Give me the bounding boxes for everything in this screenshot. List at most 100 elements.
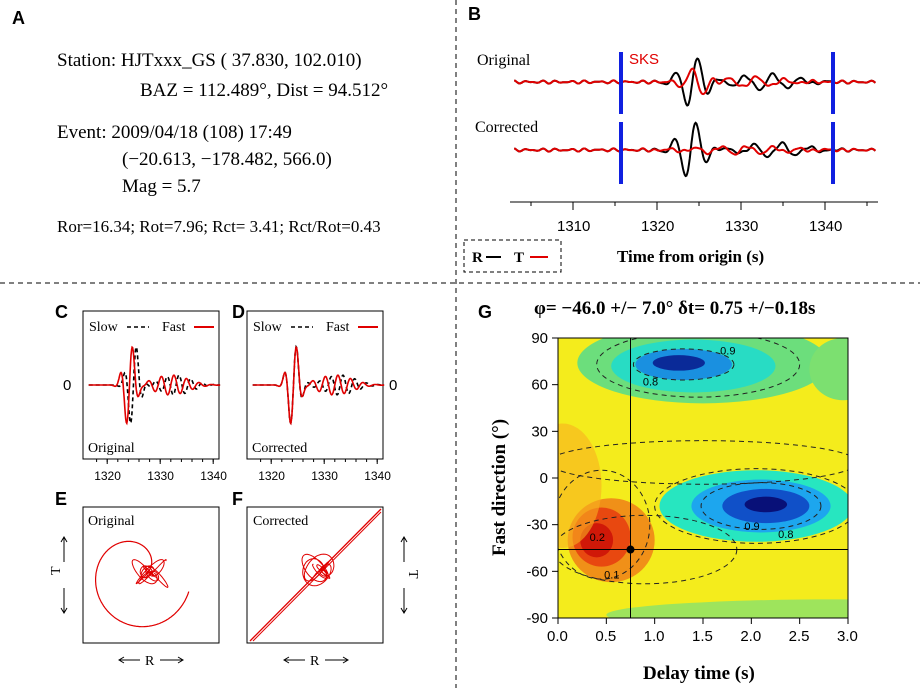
station-text: Station: HJTxxx_GS ( 37.830, 102.010) — [57, 50, 362, 71]
panel-b-tick-label: 1310 — [557, 218, 590, 235]
panel-c-tick-label: 1330 — [147, 469, 174, 483]
panel-d-fast-trace — [252, 345, 385, 426]
trace-label-original: Original — [477, 52, 531, 69]
panel-e-r-label: R — [145, 654, 155, 669]
panel-b-traces — [513, 57, 877, 178]
panel-e-original-label: Original — [88, 514, 135, 529]
x-tick-label: 1.0 — [644, 628, 665, 645]
contour-label: 0.9 — [720, 345, 735, 357]
panel-label-a: A — [12, 8, 25, 28]
panel-c-original-label: Original — [88, 441, 135, 456]
panel-b-tick-label: 1330 — [725, 218, 758, 235]
panel-f-axis-arrows — [283, 536, 408, 664]
navy-core-lower — [744, 496, 788, 513]
panel-d-fast-label: Fast — [326, 320, 349, 335]
panel-c-fast-label: Fast — [162, 320, 185, 335]
panel-c-zero-label: 0 — [63, 377, 71, 394]
panel-d-tick-label: 1330 — [311, 469, 338, 483]
navy-core-upper — [652, 355, 705, 371]
panel-ef-particle-motion — [95, 508, 382, 642]
panel-cd-ticks: 1320 1330 1340 1320 1330 1340 — [94, 459, 391, 483]
panel-d-slow-label: Slow — [253, 320, 283, 335]
event-location-text: (−20.613, −178.482, 566.0) — [122, 149, 332, 170]
event-text: Event: 2009/04/18 (108) 17:49 — [57, 122, 292, 143]
window-start-marker-original — [619, 52, 623, 114]
panel-d-corrected-label: Corrected — [252, 441, 307, 456]
y-tick-label: 30 — [531, 423, 548, 440]
best-fit-point — [626, 545, 635, 554]
panel-e-inner-scribble — [131, 559, 169, 588]
chart-title: φ= −46.0 +/− 7.0° δt= 0.75 +/−0.18s — [534, 298, 815, 319]
legend-r-label: R — [472, 250, 483, 266]
contour-0.8-upper — [596, 338, 801, 398]
panel-d-tick-label: 1340 — [364, 469, 391, 483]
panel-f-inner-scribble — [301, 553, 335, 587]
contour-label: 0.1 — [604, 569, 619, 581]
y-tick-label: 60 — [531, 377, 548, 394]
panel-e-outer-loop — [95, 540, 190, 628]
contour-label: 0.8 — [778, 529, 793, 541]
corrected-transverse-trace — [513, 144, 877, 156]
panel-label-e: E — [55, 489, 67, 509]
panel-c-fast-trace — [88, 345, 221, 426]
heatmap-area — [558, 338, 848, 618]
panel-d-zero-label: 0 — [389, 377, 397, 394]
panel-e-t-label: T — [49, 566, 64, 575]
contour-0.8-lower — [654, 468, 848, 544]
y-tick-label: 90 — [531, 330, 548, 347]
contour-0.9-lower — [700, 482, 822, 530]
magnitude-text: Mag = 5.7 — [122, 176, 201, 197]
sks-phase-label: SKS — [629, 51, 659, 68]
panel-label-d: D — [232, 302, 245, 322]
panel-d-tick-label: 1320 — [258, 469, 285, 483]
window-start-marker-corrected — [619, 122, 623, 184]
panel-label-g: G — [478, 302, 492, 322]
window-end-marker-corrected — [831, 122, 835, 184]
y-tick-label: -30 — [526, 517, 548, 534]
panel-b-xlabel: Time from origin (s) — [617, 247, 764, 266]
panel-b-ticks: 1310 1320 1330 1340 — [530, 202, 868, 235]
contour-0.2 — [558, 469, 651, 580]
x-tick-label: 2.5 — [789, 628, 810, 645]
panel-f-frame — [246, 506, 384, 644]
panel-b-tick-label: 1340 — [809, 218, 842, 235]
heatmap-axes: 0.0 0.5 1.0 1.5 2.0 2.5 3.0 90 60 30 0 -30 -60 -90 — [526, 330, 858, 645]
legend-t-label: T — [514, 250, 524, 266]
panel-e-axis-arrows — [60, 536, 184, 664]
ratio-text: Ror=16.34; Rot=7.96; Rct= 3.41; Rct/Rot=… — [57, 217, 381, 236]
green-band-bottom — [606, 599, 848, 618]
x-tick-label: 0.5 — [595, 628, 616, 645]
panel-label-c: C — [55, 302, 68, 322]
chart-ylabel: Fast direction (°) — [489, 419, 510, 556]
y-tick-label: -60 — [526, 563, 548, 580]
panel-f-t-label: T — [405, 570, 420, 579]
x-tick-label: 2.0 — [740, 628, 761, 645]
panel-f-corrected-label: Corrected — [253, 514, 308, 529]
x-tick-label: 1.5 — [692, 628, 713, 645]
panel-c-slow-label: Slow — [89, 320, 119, 335]
panel-f-r-label: R — [310, 654, 320, 669]
orange-fringe-left — [558, 423, 602, 548]
panel-b-tick-label: 1320 — [641, 218, 674, 235]
x-tick-label: 3.0 — [837, 628, 858, 645]
green-region-right — [809, 338, 848, 401]
panel-cd-traces — [88, 344, 385, 426]
panel-c-tick-label: 1340 — [200, 469, 227, 483]
panel-label-f: F — [232, 489, 243, 509]
panel-e-frame — [82, 506, 220, 644]
original-transverse-trace — [513, 67, 876, 96]
contour-0.9-upper — [632, 348, 735, 381]
y-tick-label: 0 — [540, 470, 548, 487]
x-tick-label: 0.0 — [547, 628, 568, 645]
contour-labels: 0.9 0.8 0.9 0.8 0.2 0.1 — [590, 345, 794, 581]
best-fit-marker — [558, 338, 848, 618]
baz-dist-text: BAZ = 112.489°, Dist = 94.512° — [140, 80, 388, 101]
y-tick-label: -90 — [526, 610, 548, 627]
trace-label-corrected: Corrected — [475, 119, 538, 136]
contour-label: 0.9 — [744, 521, 759, 533]
contour-label: 0.2 — [590, 532, 605, 544]
panel-c-tick-label: 1320 — [94, 469, 121, 483]
legend-box — [463, 239, 562, 273]
panel-label-b: B — [468, 4, 481, 24]
